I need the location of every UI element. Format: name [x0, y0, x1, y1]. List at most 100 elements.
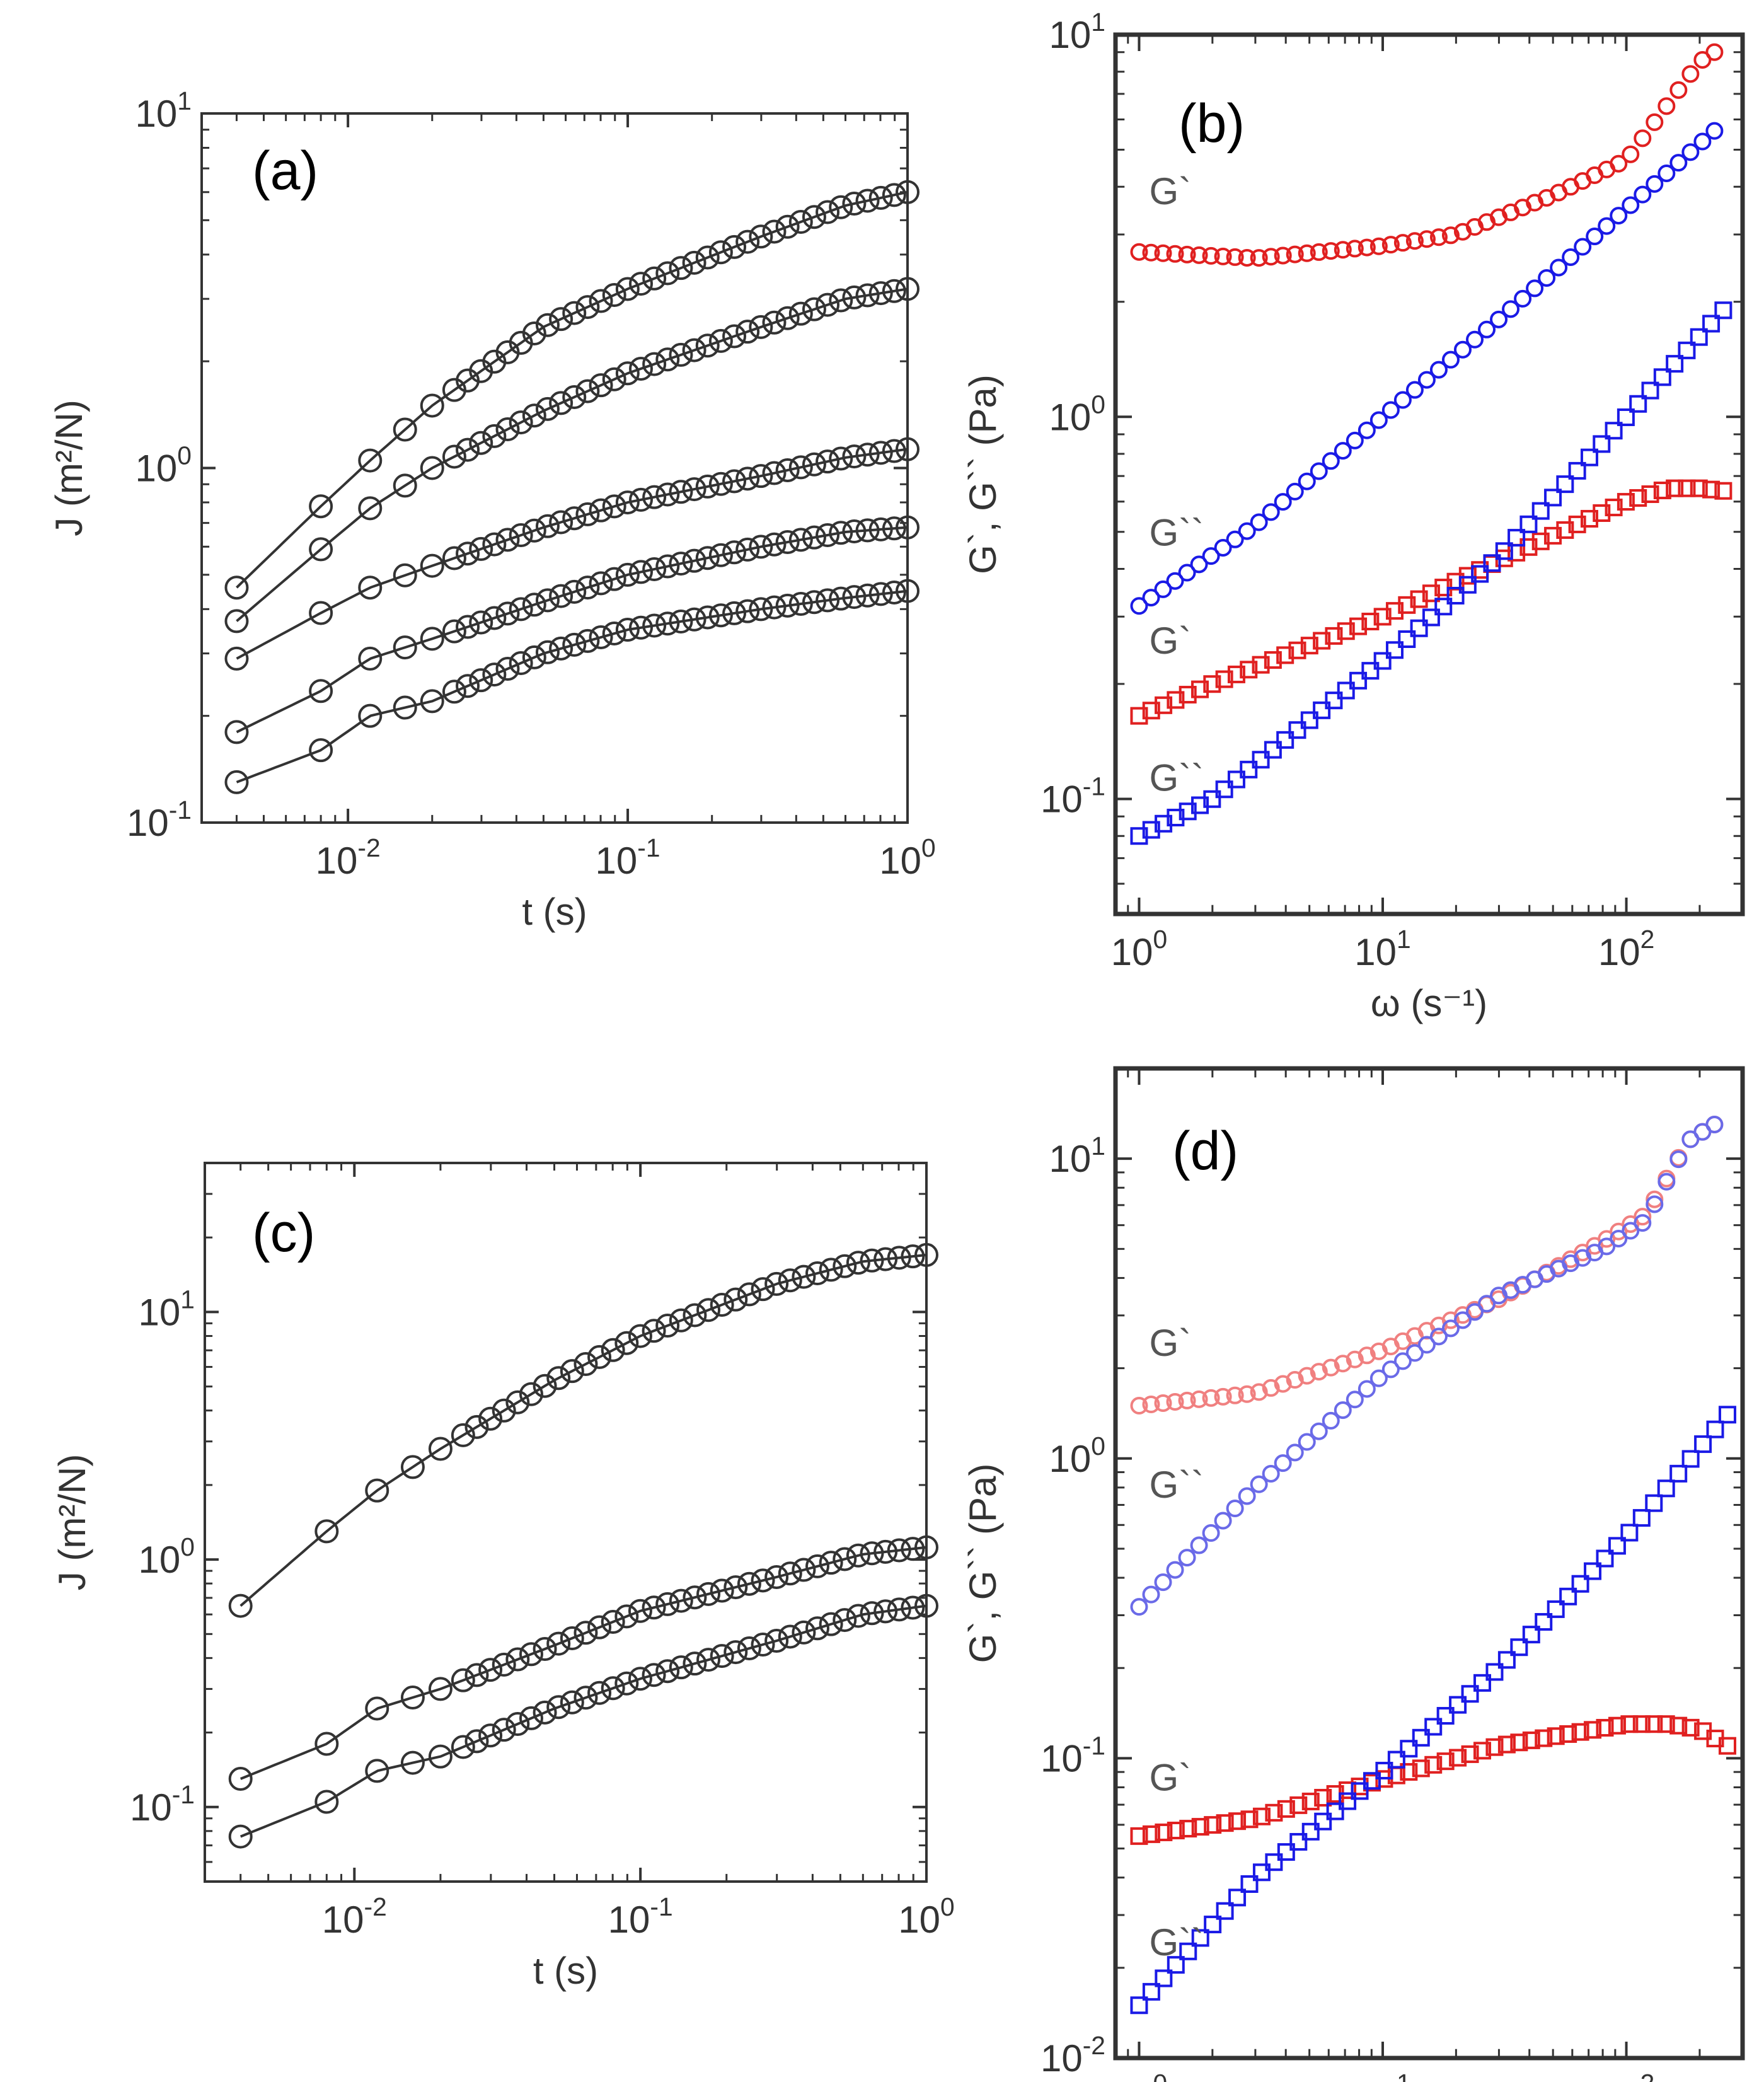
data-point	[1358, 238, 1376, 257]
data-point	[1262, 503, 1280, 521]
data-point	[1510, 1638, 1528, 1657]
data-point	[1301, 1822, 1320, 1841]
data-point	[1314, 1788, 1332, 1807]
data-point	[708, 471, 733, 496]
data-point	[887, 1597, 911, 1622]
data-point	[775, 214, 800, 239]
data-point	[1130, 243, 1148, 261]
data-point	[522, 321, 546, 345]
data-point	[1405, 232, 1424, 250]
data-point	[1473, 1742, 1492, 1760]
data-point	[1473, 1674, 1492, 1692]
data-point	[669, 609, 693, 633]
data-point	[1669, 1716, 1688, 1735]
data-point	[575, 295, 600, 320]
data-point	[737, 1571, 761, 1596]
data-point	[628, 1599, 652, 1623]
data-point	[842, 192, 867, 216]
data-point	[546, 1631, 571, 1656]
data-point	[1580, 509, 1598, 528]
y-tick-label: 101	[1049, 1131, 1105, 1180]
data-point	[829, 521, 853, 545]
data-point	[224, 575, 249, 600]
data-point	[549, 510, 574, 535]
data-point	[535, 514, 560, 538]
data-point	[737, 1282, 761, 1307]
data-point	[722, 540, 747, 565]
data-point	[1166, 572, 1184, 590]
data-point	[469, 536, 493, 561]
data-point	[614, 1604, 639, 1629]
data-point	[722, 469, 747, 494]
data-point	[1466, 330, 1484, 349]
data-point	[802, 205, 826, 229]
data-point	[642, 485, 667, 509]
data-point	[1326, 1802, 1344, 1820]
data-point	[1634, 1214, 1652, 1232]
data-point	[629, 560, 654, 584]
data-point	[393, 417, 417, 442]
data-point	[1166, 1561, 1184, 1579]
data-point	[896, 277, 919, 301]
data-point	[1358, 1380, 1376, 1398]
data-point	[1681, 1718, 1700, 1737]
data-point	[868, 441, 893, 465]
data-point	[1310, 1422, 1328, 1440]
data-point	[642, 1319, 666, 1343]
data-point	[442, 619, 466, 644]
data-point	[456, 437, 480, 462]
data-point	[1214, 1512, 1232, 1530]
data-point	[816, 449, 840, 474]
data-point	[509, 597, 533, 622]
data-point	[762, 219, 787, 244]
series-1	[224, 180, 919, 600]
data-point	[522, 593, 546, 617]
data-point	[829, 195, 853, 219]
data-point	[482, 662, 507, 687]
data-point	[1490, 310, 1508, 328]
x-tick-label: 101	[1354, 925, 1410, 973]
data-point	[1310, 462, 1328, 480]
data-point	[1526, 279, 1544, 298]
data-point	[833, 1608, 857, 1633]
data-point	[1226, 1386, 1244, 1404]
data-point	[868, 582, 893, 606]
data-point	[574, 1621, 598, 1645]
data-point	[309, 738, 333, 763]
data-point	[1264, 651, 1282, 669]
data-point	[1690, 479, 1708, 497]
data-point	[1436, 1707, 1455, 1725]
data-point	[775, 458, 800, 482]
data-point	[365, 1759, 389, 1783]
data-point	[1288, 641, 1306, 659]
data-point	[1495, 542, 1513, 560]
x-tick-label: 101	[1354, 2069, 1410, 2082]
data-point	[1264, 741, 1282, 759]
data-point	[1155, 1969, 1173, 1987]
data-point	[228, 1767, 253, 1791]
panel-label: (d)	[1172, 1121, 1238, 1181]
data-point	[1286, 482, 1304, 500]
series-2	[228, 1535, 938, 1791]
data-point	[1276, 731, 1294, 749]
data-point	[775, 306, 800, 330]
data-point	[1393, 391, 1412, 409]
data-point	[522, 518, 546, 543]
data-point	[428, 1437, 453, 1461]
data-point	[778, 1268, 802, 1293]
data-point	[1262, 1379, 1280, 1397]
data-point	[509, 651, 533, 675]
data-point	[1429, 1327, 1448, 1346]
data-point	[1461, 1685, 1479, 1703]
data-point	[1381, 1360, 1400, 1379]
data-point	[710, 1578, 734, 1603]
data-point	[788, 301, 813, 326]
y-tick-label: 101	[1049, 8, 1105, 56]
series-4	[1130, 1406, 1736, 2015]
data-point	[1510, 1733, 1528, 1752]
data-point	[846, 1251, 870, 1275]
data-point	[1497, 1735, 1516, 1754]
fit-line	[239, 1253, 927, 1607]
data-point	[549, 584, 574, 608]
data-point	[1238, 1487, 1256, 1505]
